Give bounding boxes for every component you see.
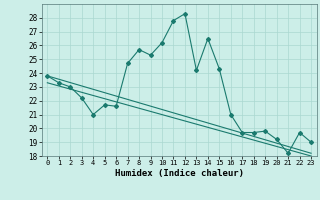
- X-axis label: Humidex (Indice chaleur): Humidex (Indice chaleur): [115, 169, 244, 178]
